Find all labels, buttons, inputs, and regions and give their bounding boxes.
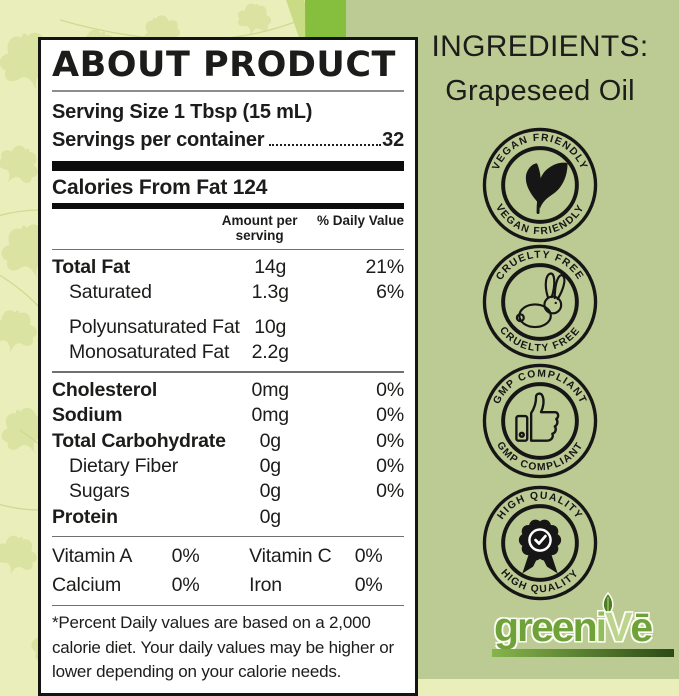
badge-top-label: VEGAN FRIENDLY xyxy=(491,133,588,172)
gmp-compliant-stamp: GMP COMPLIANT GMP COMPLIANT xyxy=(482,363,598,479)
rabbit-icon xyxy=(515,272,566,329)
cruelty-free-stamp: CRUELTY FREE CRUELTY FREE xyxy=(482,244,598,360)
table-row: Sugars 0g 0% xyxy=(69,480,404,503)
table-row: Total Carbohydrate 0g 0% xyxy=(52,429,404,452)
servings-per-container-row: Servings per container 32 xyxy=(52,129,404,152)
divider xyxy=(52,89,404,92)
logo-part-i: i xyxy=(595,604,607,650)
greenive-logo: greeniVē xyxy=(492,591,678,659)
table-row: Monosaturated Fat 2.2g xyxy=(69,341,289,364)
vitamins-grid: Vitamin A 0% Vitamin C 0% Calcium 0% Iro… xyxy=(52,542,404,599)
badge-top-label: GMP COMPLIANT xyxy=(492,369,588,406)
badge-vegan-friendly: VEGAN FRIENDLY VEGAN FRIENDLY xyxy=(481,126,599,244)
thumbs-up-icon xyxy=(515,392,560,442)
calories-from-fat: Calories From Fat 124 xyxy=(52,175,268,199)
table-row: Polyunsaturated Fat 10g xyxy=(69,315,287,338)
vitamin-name: Vitamin A xyxy=(52,545,133,568)
table-row: Sodium 0mg 0% xyxy=(52,404,404,427)
logo-wordmark: greeniVē xyxy=(494,604,653,650)
medium-divider-bar xyxy=(52,202,404,209)
logo-part-v: V xyxy=(605,604,632,650)
servings-value: 32 xyxy=(382,128,404,151)
divider xyxy=(52,535,404,538)
vitamin-name: Vitamin C xyxy=(249,545,332,568)
spacer xyxy=(52,306,404,315)
divider xyxy=(52,371,404,373)
ingredients-section: INGREDIENTS: Grapeseed Oil xyxy=(420,28,660,110)
column-headers: Amount per serving % Daily Value xyxy=(52,213,404,243)
ingredients-heading: INGREDIENTS: xyxy=(431,30,649,63)
table-row: Cholesterol 0mg 0% xyxy=(52,378,404,401)
high-quality-stamp: HIGH QUALITY HIGH QUALITY xyxy=(482,485,598,601)
vegan-friendly-stamp: VEGAN FRIENDLY VEGAN FRIENDLY xyxy=(482,127,598,243)
dotted-leader xyxy=(269,143,382,146)
medal-ribbon-icon xyxy=(518,519,562,574)
vitamin-value: 0% xyxy=(354,573,383,596)
vitamin-value: 0% xyxy=(171,545,200,568)
badge-gmp-compliant: GMP COMPLIANT GMP COMPLIANT xyxy=(481,362,599,480)
amount-per-serving-header: Amount per serving xyxy=(221,212,298,243)
vitamin-name: Iron xyxy=(249,573,282,596)
table-row: Saturated 1.3g 6% xyxy=(69,281,404,304)
table-row: Protein 0g xyxy=(52,505,281,528)
card-title: ABOUT PRODUCT xyxy=(52,45,396,85)
table-row: Total Fat 14g 21% xyxy=(52,256,404,278)
logo-leaf-icon xyxy=(602,591,614,617)
vitamin-value: 0% xyxy=(354,545,383,568)
leaf-icon xyxy=(525,162,568,215)
badge-cruelty-free: CRUELTY FREE CRUELTY FREE xyxy=(481,243,599,361)
daily-value-footnote: *Percent Daily values are based on a 2,0… xyxy=(52,613,394,681)
serving-size: Serving Size 1 Tbsp (15 mL) xyxy=(52,100,313,123)
svg-text:GMP COMPLIANT: GMP COMPLIANT xyxy=(492,369,589,406)
daily-value-header: % Daily Value xyxy=(316,212,404,228)
logo-underline-bar xyxy=(492,649,674,657)
svg-text:VEGAN FRIENDLY: VEGAN FRIENDLY xyxy=(491,133,590,172)
divider xyxy=(52,248,404,250)
nutrition-facts-card: ABOUT PRODUCT Serving Size 1 Tbsp (15 mL… xyxy=(38,37,418,696)
thick-divider-bar xyxy=(52,160,404,171)
badge-high-quality: HIGH QUALITY HIGH QUALITY xyxy=(481,484,599,602)
spacer xyxy=(52,213,207,243)
divider xyxy=(52,604,404,607)
vitamin-value: 0% xyxy=(171,573,200,596)
ingredients-value: Grapeseed Oil xyxy=(445,74,635,107)
logo-part-e: ē xyxy=(630,604,653,650)
servings-label: Servings per container xyxy=(52,128,265,151)
vitamin-name: Calcium xyxy=(52,573,122,596)
table-row: Dietary Fiber 0g 0% xyxy=(69,454,404,477)
logo-part-green: green xyxy=(494,604,598,650)
